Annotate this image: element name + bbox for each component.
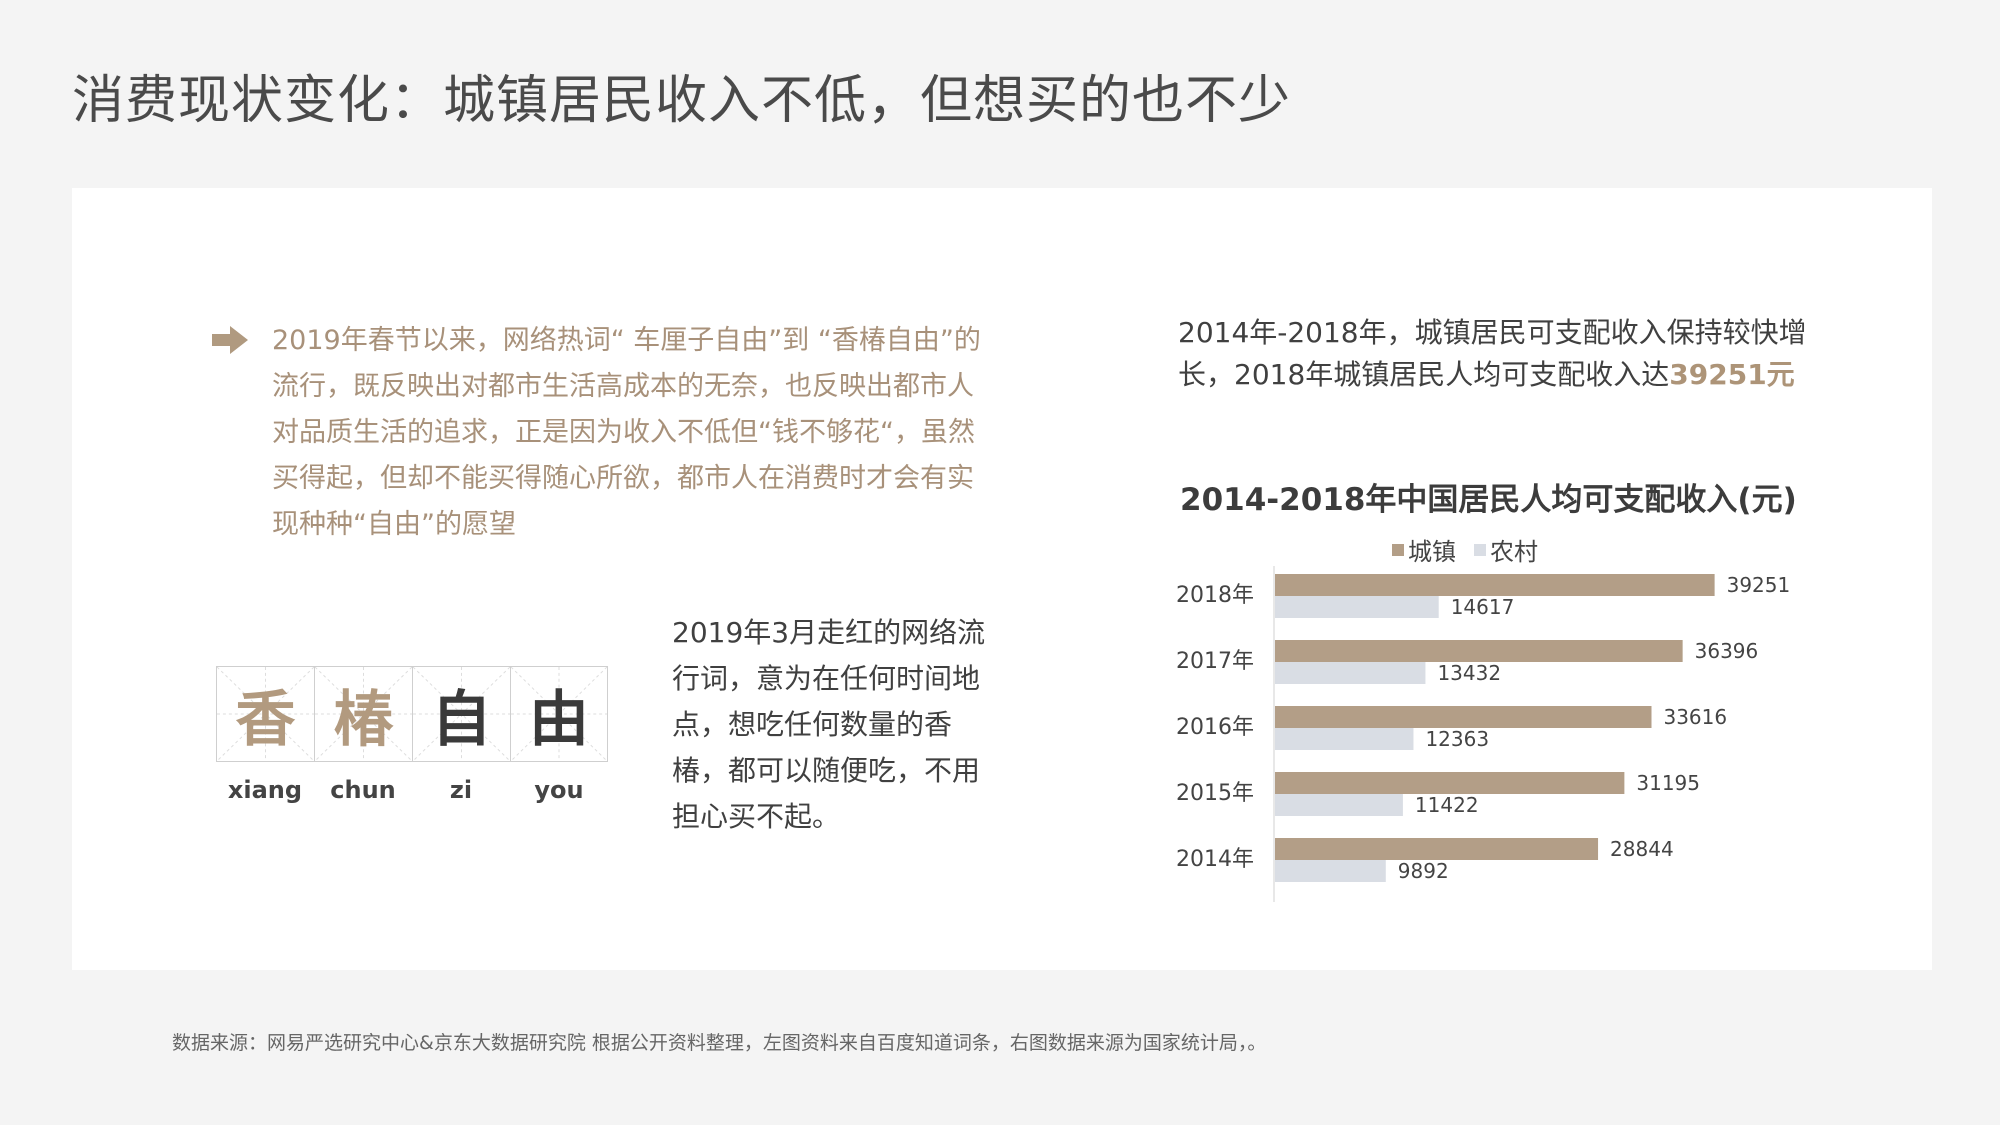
bar-rural [1275, 596, 1439, 618]
legend-swatch [1474, 543, 1486, 556]
pinyin-label: zi [449, 776, 473, 804]
hanzi-character: 香 [235, 684, 296, 755]
data-label: 13432 [1437, 661, 1501, 685]
legend-swatch [1392, 543, 1404, 556]
bar-urban [1275, 838, 1599, 860]
hanzi-cell: 香 [216, 666, 314, 762]
pinyin-label: xiang [227, 776, 303, 804]
hanzi-character: 由 [529, 684, 589, 755]
data-label: 31195 [1636, 771, 1700, 795]
category-label: 2017年 [1176, 649, 1254, 674]
data-label: 28844 [1610, 837, 1674, 861]
page-title: 消费现状变化：城镇居民收入不低，但想买的也不少 [72, 71, 1292, 131]
summary-text: 2014年-2018年，城镇居民可支配收入保持较快增长，2018年城镇居民人均可… [1178, 316, 1807, 391]
data-label: 12363 [1425, 727, 1489, 751]
hanzi-cell: 自 [412, 666, 510, 762]
bar-urban [1275, 640, 1683, 662]
data-label: 33616 [1663, 705, 1727, 729]
category-label: 2016年 [1176, 715, 1254, 740]
data-label: 14617 [1451, 595, 1515, 619]
intro-paragraph: 2019年春节以来，网络热词“ 车厘子自由”到 “香椿自由”的流行，既反映出对都… [272, 325, 981, 540]
category-label: 2015年 [1176, 781, 1254, 806]
bar-rural [1275, 860, 1386, 882]
bar-rural [1275, 794, 1403, 816]
summary-highlight: 39251元 [1669, 358, 1795, 391]
arrow-right-icon [212, 326, 248, 354]
data-label: 36396 [1695, 639, 1759, 663]
data-label: 39251 [1727, 573, 1791, 597]
hanzi-cell: 由 [510, 666, 608, 762]
definition-text: 2019年3月走红的网络流行词，意为在任何时间地点，想吃任何数量的香椿，都可以随… [672, 616, 986, 833]
bar-rural [1275, 662, 1426, 684]
data-label: 9892 [1398, 859, 1449, 883]
pinyin-label: you [534, 776, 584, 804]
pinyin-label: chun [330, 776, 396, 804]
income-summary: 2014年-2018年，城镇居民可支配收入保持较快增长，2018年城镇居民人均可… [1178, 312, 1858, 396]
legend-item: 城镇 [1392, 532, 1456, 567]
hanzi-character: 自 [431, 684, 492, 755]
category-label: 2018年 [1176, 583, 1254, 608]
bar-urban [1275, 574, 1715, 596]
bar-urban [1275, 706, 1652, 728]
hanzi-character: 椿 [333, 684, 394, 755]
bar-urban [1275, 772, 1625, 794]
hanzi-grid: 香椿自由 [216, 666, 608, 762]
legend-item: 农村 [1474, 532, 1538, 567]
category-label: 2014年 [1176, 847, 1254, 872]
data-source-note: 数据来源：网易严选研究中心&京东大数据研究院 根据公开资料整理，左图资料来自百度… [172, 1032, 1267, 1054]
legend-label: 城镇 [1408, 538, 1456, 566]
legend-label: 农村 [1490, 538, 1538, 566]
hanzi-cell: 椿 [314, 666, 412, 762]
chart-legend: 城镇 农村 [1392, 532, 1538, 567]
bar-rural [1275, 728, 1414, 750]
income-bar-chart: 2018年 39251 14617 2017年 36396 13432 2016年 33616… [1176, 566, 1791, 902]
pinyin-row: xiang chun zi you [216, 776, 608, 804]
data-label: 11422 [1415, 793, 1479, 817]
chart-title: 2014-2018年中国居民人均可支配收入(元) [1180, 482, 1797, 518]
